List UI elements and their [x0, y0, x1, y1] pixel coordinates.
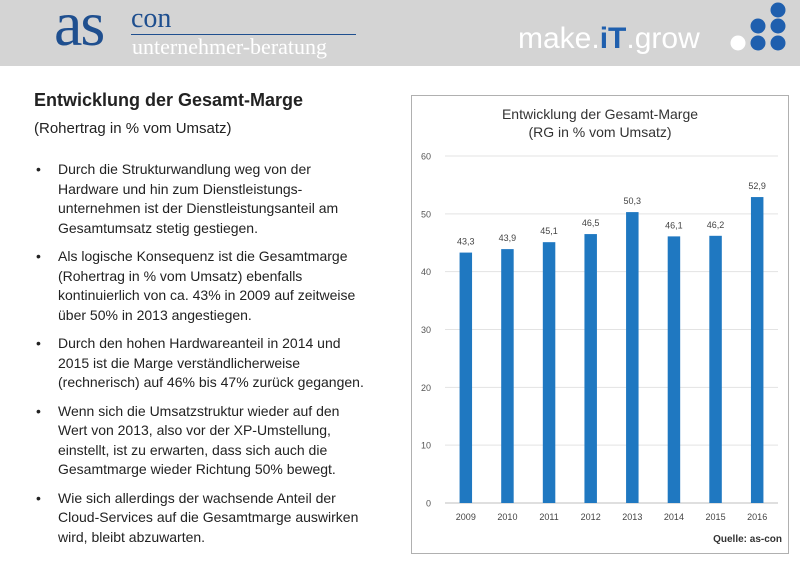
slogan: make.iT.grow [518, 24, 700, 54]
x-tick-label: 2013 [622, 512, 642, 522]
dots-logo-icon [730, 2, 786, 51]
dot [770, 18, 786, 34]
bar [542, 242, 556, 503]
x-tick-label: 2011 [539, 512, 558, 522]
bullet-text: Als logische Konsequenz ist die Gesamtma… [58, 248, 356, 323]
logo-divider [131, 34, 356, 35]
slogan-it: iT [599, 22, 627, 55]
data-label: 52,9 [748, 181, 766, 191]
data-label: 43,9 [499, 233, 517, 243]
page-subtitle: (Rohertrag in % vom Umsatz) [34, 120, 232, 137]
bullet-icon: • [36, 161, 41, 177]
data-label: 50,3 [624, 196, 642, 206]
bullet-icon: • [36, 489, 41, 506]
data-label: 46,1 [665, 220, 683, 230]
bullet-icon: • [36, 248, 41, 264]
x-tick-label: 2009 [456, 512, 476, 522]
bullet-text: Durch den hohen Hardwareanteil in 2014 u… [58, 335, 364, 390]
logo-con-text: con [131, 3, 172, 34]
y-tick-label: 20 [421, 383, 431, 393]
slogan-post: .grow [626, 22, 700, 55]
dot [770, 35, 786, 51]
x-tick-label: 2010 [497, 512, 517, 522]
bar [750, 197, 764, 503]
bar [459, 252, 473, 503]
chart-panel: Entwicklung der Gesamt-Marge (RG in % vo… [411, 95, 789, 554]
bullet-text: Durch die Strukturwandlung weg von der H… [58, 161, 339, 236]
logo-as-text: as [54, 0, 105, 59]
page-title: Entwicklung der Gesamt-Marge [34, 90, 304, 110]
data-label: 43,3 [457, 237, 475, 247]
bullet-item: • Wenn sich die Umsatzstruktur wieder auf… [30, 402, 370, 480]
chart-source: Quelle: as-con [713, 534, 782, 545]
bar [709, 235, 722, 503]
dot [770, 2, 786, 18]
dot [730, 35, 746, 51]
data-label: 45,1 [540, 226, 558, 236]
y-tick-label: 0 [426, 499, 431, 509]
bullet-list: • Durch die Strukturwandlung weg von der … [30, 160, 370, 556]
data-label: 46,2 [707, 220, 725, 230]
bar [501, 249, 514, 503]
y-tick-label: 60 [421, 152, 431, 162]
bar [584, 234, 597, 503]
logo-subtitle: unternehmer-beratung [132, 34, 328, 59]
bullet-item: • Als logische Konsequenz ist die Gesamtm… [30, 247, 370, 325]
y-tick-label: 10 [421, 441, 431, 451]
bullet-text: Wie sich allerdings der wachsende Anteil… [58, 489, 359, 545]
x-tick-label: 2014 [664, 512, 684, 522]
bullet-item: • Durch den hohen Hardwareanteil in 2014 … [30, 334, 370, 393]
bullet-item: • Durch die Strukturwandlung weg von der … [30, 160, 370, 238]
x-tick-label: 2016 [747, 512, 767, 522]
bullet-icon: • [36, 402, 41, 419]
header-bar: as con unternehmer-beratung make.iT.grow [0, 0, 800, 66]
y-tick-label: 50 [421, 209, 431, 219]
bullet-text: Wenn sich die Umsatzstruktur wieder auf … [58, 402, 340, 478]
slogan-pre: make. [518, 22, 600, 55]
dot [750, 35, 766, 51]
data-label: 46,5 [582, 218, 600, 228]
chart-subtitle: (RG in % vom Umsatz) [528, 124, 672, 140]
bar-chart: 0 10 20 30 40 50 60 43,3 2009 43,9 2010 45,1 2011 46,… [421, 152, 778, 522]
bullet-icon: • [36, 335, 41, 351]
x-tick-label: 2015 [706, 512, 726, 522]
y-tick-label: 30 [421, 325, 431, 335]
chart-title: Entwicklung der Gesamt-Marge [501, 106, 699, 122]
x-tick-label: 2012 [581, 512, 601, 522]
bar [626, 212, 639, 503]
dot [750, 18, 766, 34]
y-tick-label: 40 [421, 267, 431, 277]
bar [667, 236, 681, 503]
bullet-item: • Wie sich allerdings der wachsende Antei… [30, 489, 370, 548]
